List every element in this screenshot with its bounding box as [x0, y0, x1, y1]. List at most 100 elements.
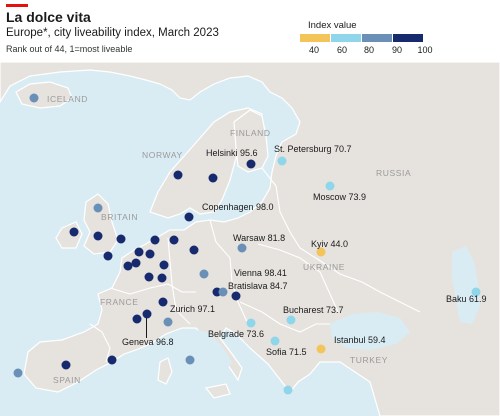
country-label-france: FRANCE [100, 297, 139, 307]
legend-tick: 100 [417, 45, 433, 55]
country-label-ukraine: UKRAINE [303, 262, 345, 272]
geneva-leader-line [146, 316, 147, 338]
border-west [109, 283, 196, 295]
city-marker-geneva [142, 309, 152, 319]
legend-swatch-40-60 [300, 34, 330, 42]
legend: Index value 40 60 80 90 100 [300, 20, 433, 57]
city-marker-warsaw [237, 243, 247, 253]
border-ukraine [257, 243, 339, 313]
border-balkans [239, 301, 330, 333]
finland-shape [233, 109, 269, 173]
city-marker [134, 247, 144, 257]
city-marker [173, 170, 183, 180]
chart-title: La dolce vita [6, 9, 91, 25]
city-marker [93, 203, 103, 213]
city-marker [61, 360, 71, 370]
city-label-copenhagen: Copenhagen 98.0 [202, 202, 274, 212]
country-label-russia: RUSSIA [376, 168, 412, 178]
legend-ticks: 40 60 80 90 100 [300, 45, 433, 57]
legend-tick: 60 [336, 45, 348, 55]
legend-swatch-60-80 [331, 34, 361, 42]
legend-title: Index value [308, 20, 357, 31]
city-marker-sofia [270, 336, 280, 346]
city-marker [103, 251, 113, 261]
city-marker [231, 291, 241, 301]
city-label-helsinki: Helsinki 95.6 [206, 148, 258, 158]
border-east [209, 219, 249, 325]
city-marker [169, 235, 179, 245]
legend-tick: 90 [391, 45, 403, 55]
city-marker [145, 249, 155, 259]
legend-color-bar [300, 34, 430, 42]
iceland-shape [15, 81, 73, 109]
city-label-warsaw: Warsaw 81.8 [233, 233, 286, 243]
city-marker [208, 173, 218, 183]
adriatic-sea [196, 330, 232, 368]
city-label-sofia: Sofia 71.5 [266, 347, 307, 357]
city-marker-zurich [158, 297, 168, 307]
city-marker-bucharest [286, 315, 296, 325]
city-marker [199, 269, 209, 279]
city-label-geneva: Geneva 96.8 [122, 337, 174, 347]
city-marker [283, 385, 293, 395]
city-label-belgrade: Belgrade 73.6 [208, 329, 265, 339]
city-marker-copenhagen [184, 212, 194, 222]
city-marker-vienna [212, 287, 222, 297]
city-label-baku: Baku 61.9 [446, 294, 487, 304]
city-marker [185, 355, 195, 365]
city-label-st-petersburg: St. Petersburg 70.7 [274, 144, 352, 154]
city-marker-moscow [325, 181, 335, 191]
city-marker [163, 317, 173, 327]
border-central [167, 237, 191, 325]
city-marker [123, 261, 133, 271]
city-label-kyiv: Kyiv 44.0 [311, 239, 349, 249]
city-marker [189, 245, 199, 255]
city-marker [131, 258, 141, 268]
city-marker-istanbul [316, 344, 326, 354]
legend-tick: 40 [308, 45, 320, 55]
city-marker-kyiv [316, 247, 326, 257]
city-marker [132, 314, 142, 324]
sardinia-shape [157, 357, 173, 385]
city-marker-belgrade [246, 318, 256, 328]
city-label-bucharest: Bucharest 73.7 [283, 305, 344, 315]
city-label-istanbul: Istanbul 59.4 [334, 335, 386, 345]
city-label-vienna: Vienna 98.41 [234, 268, 287, 278]
country-label-norway: NORWAY [142, 150, 183, 160]
europe-map: ICELAND FINLAND NORWAY RUSSIA BRITAIN UK… [0, 62, 500, 416]
city-marker [13, 368, 23, 378]
rank-note: Rank out of 44, 1=most liveable [6, 44, 133, 54]
legend-tick: 80 [363, 45, 375, 55]
country-label-spain: SPAIN [53, 375, 81, 385]
black-sea [330, 312, 410, 350]
ireland-shape [55, 221, 83, 249]
city-label-moscow: Moscow 73.9 [313, 192, 367, 202]
city-marker [93, 231, 103, 241]
britain-shape [83, 193, 119, 255]
border-iberia [89, 323, 111, 363]
city-marker [157, 273, 167, 283]
city-marker [107, 355, 117, 365]
city-marker-helsinki [246, 159, 256, 169]
city-marker [116, 234, 126, 244]
map-land-shapes [0, 62, 500, 416]
sicily-shape [204, 383, 231, 399]
country-label-iceland: ICELAND [47, 94, 89, 104]
city-marker-st-petersburg [277, 156, 287, 166]
brand-rule [6, 4, 28, 7]
city-marker [29, 93, 39, 103]
city-label-bratislava: Bratislava 84.7 [228, 281, 288, 291]
legend-swatch-90-100 [393, 34, 423, 42]
country-label-britain: BRITAIN [101, 212, 139, 222]
city-marker-baku [471, 287, 481, 297]
border-russia [261, 167, 421, 313]
city-marker-bratislava [218, 287, 228, 297]
legend-swatch-80-90 [362, 34, 392, 42]
city-label-zurich: Zurich 97.1 [170, 304, 216, 314]
city-marker [144, 272, 154, 282]
city-marker [159, 260, 169, 270]
country-label-turkey: TURKEY [350, 355, 389, 365]
caspian-sea [452, 246, 480, 324]
city-marker [69, 227, 79, 237]
chart-subtitle: Europe*, city liveability index, March 2… [6, 27, 219, 39]
